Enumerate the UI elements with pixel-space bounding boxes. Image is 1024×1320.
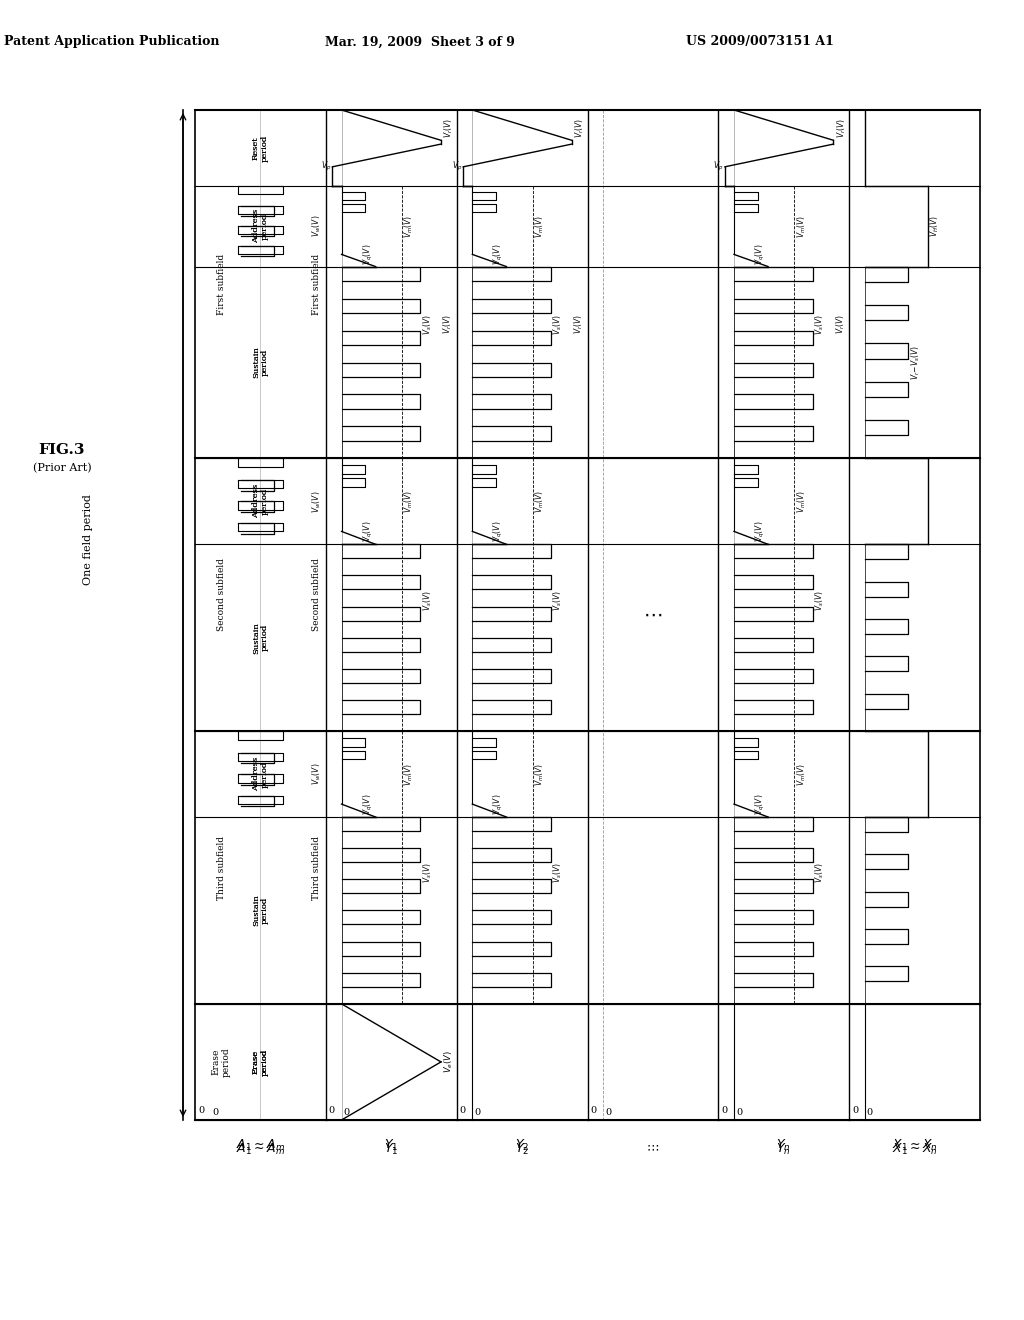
Text: Second subfield: Second subfield bbox=[217, 558, 225, 631]
Text: $\cdots$: $\cdots$ bbox=[643, 606, 663, 624]
Text: $V_r(V)$: $V_r(V)$ bbox=[835, 314, 847, 334]
Text: $V_q(V)$: $V_q(V)$ bbox=[361, 793, 375, 814]
Text: Erase
period: Erase period bbox=[252, 1048, 269, 1076]
Text: Erase
period: Erase period bbox=[212, 1047, 230, 1077]
Text: $V_q(V)$: $V_q(V)$ bbox=[754, 521, 767, 543]
Text: $V_r(V)$: $V_r(V)$ bbox=[573, 117, 587, 139]
Text: $Y_1$: $Y_1$ bbox=[384, 1142, 398, 1158]
Text: $V_r(V)$: $V_r(V)$ bbox=[836, 117, 848, 139]
Text: $V_w(V)$: $V_w(V)$ bbox=[310, 763, 323, 785]
Text: $Y_2$: $Y_2$ bbox=[515, 1138, 529, 1154]
Text: $V_p$: $V_p$ bbox=[321, 160, 332, 173]
Text: $V_q(V)$: $V_q(V)$ bbox=[754, 793, 767, 814]
Text: $\cdots$: $\cdots$ bbox=[646, 1142, 659, 1155]
Text: $V_p$: $V_p$ bbox=[714, 160, 724, 173]
Text: $V_r(V)$: $V_r(V)$ bbox=[442, 314, 455, 334]
Text: 0: 0 bbox=[852, 1106, 858, 1115]
Text: $V_e(V)$: $V_e(V)$ bbox=[443, 1051, 456, 1073]
Text: $V_r(V)$: $V_r(V)$ bbox=[572, 314, 586, 334]
Text: FIG.3: FIG.3 bbox=[39, 444, 85, 457]
Text: Address
period: Address period bbox=[252, 484, 269, 519]
Text: 0: 0 bbox=[605, 1107, 611, 1117]
Text: Sustain
period: Sustain period bbox=[252, 895, 269, 927]
Text: Reset
period: Reset period bbox=[252, 135, 269, 161]
Text: 0: 0 bbox=[329, 1106, 335, 1115]
Text: $V_r(V)$: $V_r(V)$ bbox=[443, 117, 456, 139]
Text: $V_q(V)$: $V_q(V)$ bbox=[361, 243, 375, 264]
Text: $Y_1$: $Y_1$ bbox=[384, 1138, 398, 1154]
Text: One field period: One field period bbox=[83, 495, 93, 586]
Text: $V_m(V)$: $V_m(V)$ bbox=[796, 763, 808, 785]
Text: $V_m(V)$: $V_m(V)$ bbox=[534, 490, 546, 513]
Text: $V_s(V)$: $V_s(V)$ bbox=[552, 590, 564, 611]
Text: $X_1{\sim}X_n$: $X_1{\sim}X_n$ bbox=[892, 1138, 938, 1154]
Text: Reset
period: Reset period bbox=[252, 135, 269, 161]
Text: 0: 0 bbox=[736, 1107, 742, 1117]
Text: Patent Application Publication: Patent Application Publication bbox=[4, 36, 220, 49]
Text: $V_s(V)$: $V_s(V)$ bbox=[421, 590, 433, 611]
Text: $V_q(V)$: $V_q(V)$ bbox=[493, 793, 506, 814]
Text: Address
period: Address period bbox=[252, 484, 269, 519]
Text: First subfield: First subfield bbox=[217, 253, 225, 314]
Text: Third subfield: Third subfield bbox=[312, 836, 321, 899]
Text: $V_s(V)$: $V_s(V)$ bbox=[421, 314, 433, 334]
Text: $A_1{\sim}A_m$: $A_1{\sim}A_m$ bbox=[236, 1138, 285, 1154]
Text: $V_m(V)$: $V_m(V)$ bbox=[796, 490, 808, 513]
Text: $V_H(V)$: $V_H(V)$ bbox=[929, 215, 941, 238]
Text: 0: 0 bbox=[721, 1106, 727, 1115]
Text: $V_q(V)$: $V_q(V)$ bbox=[754, 243, 767, 264]
Text: $V_m(V)$: $V_m(V)$ bbox=[534, 215, 546, 238]
Text: 0: 0 bbox=[591, 1106, 597, 1115]
Text: Mar. 19, 2009  Sheet 3 of 9: Mar. 19, 2009 Sheet 3 of 9 bbox=[325, 36, 515, 49]
Text: Sustain
period: Sustain period bbox=[252, 895, 269, 927]
Text: $V_w(V)$: $V_w(V)$ bbox=[310, 215, 323, 238]
Text: $V_s(V)$: $V_s(V)$ bbox=[552, 314, 564, 334]
Text: $V_r{-}V_s(V)$: $V_r{-}V_s(V)$ bbox=[909, 345, 922, 380]
Text: Erase
period: Erase period bbox=[252, 1048, 269, 1076]
Text: $Y_n$: $Y_n$ bbox=[776, 1142, 792, 1158]
Text: $V_s(V)$: $V_s(V)$ bbox=[813, 863, 826, 883]
Text: Address
period: Address period bbox=[252, 209, 269, 243]
Text: 0: 0 bbox=[460, 1106, 466, 1115]
Text: $V_m(V)$: $V_m(V)$ bbox=[402, 490, 415, 513]
Text: 0: 0 bbox=[198, 1106, 204, 1115]
Text: $V_s(V)$: $V_s(V)$ bbox=[421, 863, 433, 883]
Text: Second subfield: Second subfield bbox=[312, 558, 321, 631]
Text: $V_m(V)$: $V_m(V)$ bbox=[534, 763, 546, 785]
Text: $V_q(V)$: $V_q(V)$ bbox=[493, 521, 506, 543]
Text: Address
period: Address period bbox=[252, 209, 269, 243]
Text: Sustain
period: Sustain period bbox=[252, 347, 269, 379]
Text: Third subfield: Third subfield bbox=[217, 836, 225, 899]
Text: $V_m(V)$: $V_m(V)$ bbox=[796, 215, 808, 238]
Text: Sustain
period: Sustain period bbox=[252, 622, 269, 653]
Text: Address
period: Address period bbox=[252, 756, 269, 791]
Text: $A_1{\sim}A_m$: $A_1{\sim}A_m$ bbox=[236, 1142, 285, 1158]
Text: Sustain
period: Sustain period bbox=[252, 622, 269, 653]
Text: $\cdots$: $\cdots$ bbox=[646, 1138, 659, 1151]
Text: $X_1{\sim}X_n$: $X_1{\sim}X_n$ bbox=[892, 1142, 938, 1158]
Text: First subfield: First subfield bbox=[312, 253, 321, 314]
Text: 0: 0 bbox=[343, 1107, 349, 1117]
Text: $V_s(V)$: $V_s(V)$ bbox=[552, 863, 564, 883]
Text: Sustain
period: Sustain period bbox=[252, 347, 269, 379]
Text: $V_p$: $V_p$ bbox=[452, 160, 462, 173]
Text: (Prior Art): (Prior Art) bbox=[33, 463, 91, 473]
Text: 0: 0 bbox=[867, 1107, 873, 1117]
Text: 0: 0 bbox=[213, 1107, 219, 1117]
Text: $Y_2$: $Y_2$ bbox=[515, 1142, 529, 1158]
Text: $V_w(V)$: $V_w(V)$ bbox=[310, 490, 323, 512]
Text: $V_q(V)$: $V_q(V)$ bbox=[361, 521, 375, 543]
Text: US 2009/0073151 A1: US 2009/0073151 A1 bbox=[686, 36, 834, 49]
Text: Erase
period: Erase period bbox=[252, 1048, 269, 1076]
Text: $Y_n$: $Y_n$ bbox=[776, 1138, 792, 1154]
Text: $V_s(V)$: $V_s(V)$ bbox=[813, 590, 826, 611]
Text: $V_m(V)$: $V_m(V)$ bbox=[402, 763, 415, 785]
Text: $V_s(V)$: $V_s(V)$ bbox=[813, 314, 826, 334]
Text: 0: 0 bbox=[474, 1107, 480, 1117]
Text: $V_q(V)$: $V_q(V)$ bbox=[493, 243, 506, 264]
Text: $V_m(V)$: $V_m(V)$ bbox=[402, 215, 415, 238]
Text: Address
period: Address period bbox=[252, 756, 269, 791]
